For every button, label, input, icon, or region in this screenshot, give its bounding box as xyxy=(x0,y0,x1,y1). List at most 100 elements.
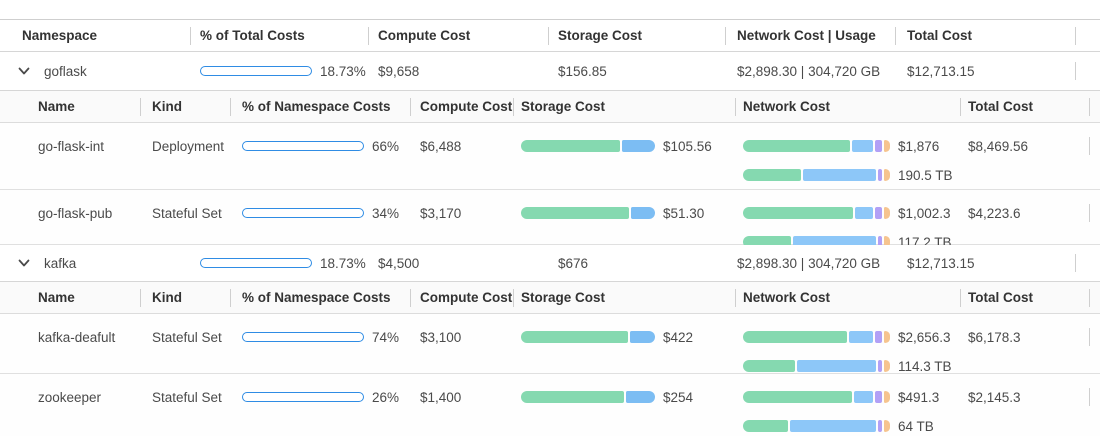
network-cost-bar xyxy=(743,391,890,403)
network-cost-value: $1,876 xyxy=(898,138,940,154)
network-cost-value: $1,002.3 xyxy=(898,205,951,221)
col-header-network-cost: Network Cost xyxy=(735,91,960,122)
storage-cost-bar xyxy=(521,140,655,152)
col-header-network-cost-usage: Network Cost | Usage xyxy=(725,20,895,51)
workload-total-cost: $8,469.56 xyxy=(960,136,1100,156)
network-usage-bar xyxy=(743,420,891,432)
namespace-network-cost-usage: $2,898.30 | 304,720 GB xyxy=(737,63,881,79)
workload-compute-cost: $6,488 xyxy=(420,138,462,154)
pct-total-costs-bar xyxy=(200,66,312,76)
col-header-storage-cost: Storage Cost xyxy=(513,282,735,313)
workload-name: go-flask-int xyxy=(38,138,105,154)
namespace-row-goflask[interactable]: goflask 18.73% $9,658 $156.85 $2,898.30 … xyxy=(0,52,1100,91)
workload-network-cell: $2,656.3 114.3 TB xyxy=(735,327,960,376)
workload-name: kafka-deafult xyxy=(38,329,116,345)
namespace-name: kafka xyxy=(44,255,77,271)
namespace-total-cost: $12,713.15 xyxy=(895,52,1088,90)
pct-namespace-costs-bar xyxy=(242,141,364,151)
pct-total-costs-label: 18.73% xyxy=(320,63,366,79)
workload-row-go-flask-int[interactable]: go-flask-int Deployment 66% $6,488 $105.… xyxy=(0,123,1100,190)
workload-row-zookeeper[interactable]: zookeeper Stateful Set 26% $1,400 $254 $… xyxy=(0,374,1100,436)
cost-allocation-table: Namespace % of Total Costs Compute Cost … xyxy=(0,19,1100,436)
namespace-total-cost: $12,713.15 xyxy=(895,245,1088,281)
col-header-pct-namespace-costs: % of Namespace Costs xyxy=(230,91,410,122)
workload-total-cost: $4,223.6 xyxy=(960,203,1100,223)
workload-name: zookeeper xyxy=(38,389,102,405)
workload-compute-cost: $3,100 xyxy=(420,329,462,345)
col-header-total-cost: Total Cost xyxy=(895,20,1088,51)
network-usage-bar xyxy=(743,169,891,181)
workload-pct-cell: 26% xyxy=(230,387,410,407)
workload-compute-cost: $1,400 xyxy=(420,389,462,405)
storage-cost-value: $254 xyxy=(663,389,694,405)
namespace-row-kafka[interactable]: kafka 18.73% $4,500 $676 $2,898.30 | 304… xyxy=(0,245,1100,282)
workload-network-cell: $1,876 190.5 TB xyxy=(735,136,960,185)
main-header-row: Namespace % of Total Costs Compute Cost … xyxy=(0,19,1100,52)
col-header-total-cost: Total Cost xyxy=(960,282,1100,313)
namespace-storage-cost: $676 xyxy=(558,255,589,271)
workload-pct-cell: 74% xyxy=(230,327,410,347)
workload-storage-cell: $105.56 xyxy=(513,136,735,156)
chevron-down-icon[interactable] xyxy=(17,64,31,78)
workload-header-row: Name Kind % of Namespace Costs Compute C… xyxy=(0,282,1100,314)
col-header-kind: Kind xyxy=(140,282,230,313)
network-cost-bar xyxy=(743,207,890,219)
pct-total-costs-bar xyxy=(200,258,312,268)
workload-row-go-flask-pub[interactable]: go-flask-pub Stateful Set 34% $3,170 $51… xyxy=(0,190,1100,250)
workload-compute-cost: $3,170 xyxy=(420,205,462,221)
col-header-compute-cost: Compute Cost xyxy=(410,91,513,122)
workload-network-cell: $491.3 64 TB xyxy=(735,387,960,436)
workload-kind: Stateful Set xyxy=(152,329,222,345)
pct-namespace-costs-bar xyxy=(242,392,364,402)
network-usage-value: 190.5 TB xyxy=(898,167,953,183)
namespace-compute-cost: $4,500 xyxy=(378,255,420,271)
namespace-storage-cost: $156.85 xyxy=(558,63,607,79)
storage-cost-value: $51.30 xyxy=(663,205,705,221)
workload-kind: Stateful Set xyxy=(152,389,222,405)
namespace-pct-cell: 18.73% xyxy=(190,52,368,90)
namespace-compute-cost: $9,658 xyxy=(378,63,420,79)
storage-cost-bar xyxy=(521,391,655,403)
col-header-storage-cost: Storage Cost xyxy=(513,91,735,122)
col-header-name: Name xyxy=(38,290,75,305)
network-cost-bar xyxy=(743,331,890,343)
workload-total-cost: $2,145.3 xyxy=(960,387,1100,407)
workload-kind: Stateful Set xyxy=(152,205,222,221)
namespace-name-cell: goflask xyxy=(0,52,190,90)
pct-namespace-costs-label: 66% xyxy=(372,138,400,154)
workload-row-kafka-deafult[interactable]: kafka-deafult Stateful Set 74% $3,100 $4… xyxy=(0,314,1100,374)
pct-namespace-costs-bar xyxy=(242,332,364,342)
workload-storage-cell: $51.30 xyxy=(513,203,735,223)
namespace-network-cost-usage: $2,898.30 | 304,720 GB xyxy=(737,255,881,271)
pct-namespace-costs-bar xyxy=(242,208,364,218)
col-header-pct-total-costs: % of Total Costs xyxy=(190,20,368,51)
workload-header-row: Name Kind % of Namespace Costs Compute C… xyxy=(0,91,1100,123)
network-usage-bar xyxy=(743,360,891,372)
workload-kind: Deployment xyxy=(152,138,225,154)
network-cost-bar xyxy=(743,140,891,152)
workload-storage-cell: $422 xyxy=(513,327,735,347)
col-header-namespace: Namespace xyxy=(22,28,98,43)
col-header-kind: Kind xyxy=(140,91,230,122)
network-usage-value: 64 TB xyxy=(898,418,934,434)
pct-namespace-costs-label: 34% xyxy=(372,205,400,221)
namespace-name: goflask xyxy=(44,63,87,79)
network-cost-value: $2,656.3 xyxy=(898,329,951,345)
col-header-compute-cost: Compute Cost xyxy=(410,282,513,313)
chevron-down-icon[interactable] xyxy=(17,256,31,270)
workload-total-cost: $6,178.3 xyxy=(960,327,1100,347)
workload-pct-cell: 34% xyxy=(230,203,410,223)
workload-pct-cell: 66% xyxy=(230,136,410,156)
col-header-pct-namespace-costs: % of Namespace Costs xyxy=(230,282,410,313)
col-header-name: Name xyxy=(38,99,75,114)
pct-namespace-costs-label: 74% xyxy=(372,329,400,345)
storage-cost-bar xyxy=(521,207,655,219)
network-usage-value: 114.3 TB xyxy=(898,358,952,374)
pct-total-costs-label: 18.73% xyxy=(320,255,366,271)
storage-cost-bar xyxy=(521,331,655,343)
col-header-network-cost: Network Cost xyxy=(735,282,960,313)
storage-cost-value: $422 xyxy=(663,329,694,345)
network-cost-value: $491.3 xyxy=(898,389,940,405)
storage-cost-value: $105.56 xyxy=(663,138,712,154)
pct-namespace-costs-label: 26% xyxy=(372,389,400,405)
